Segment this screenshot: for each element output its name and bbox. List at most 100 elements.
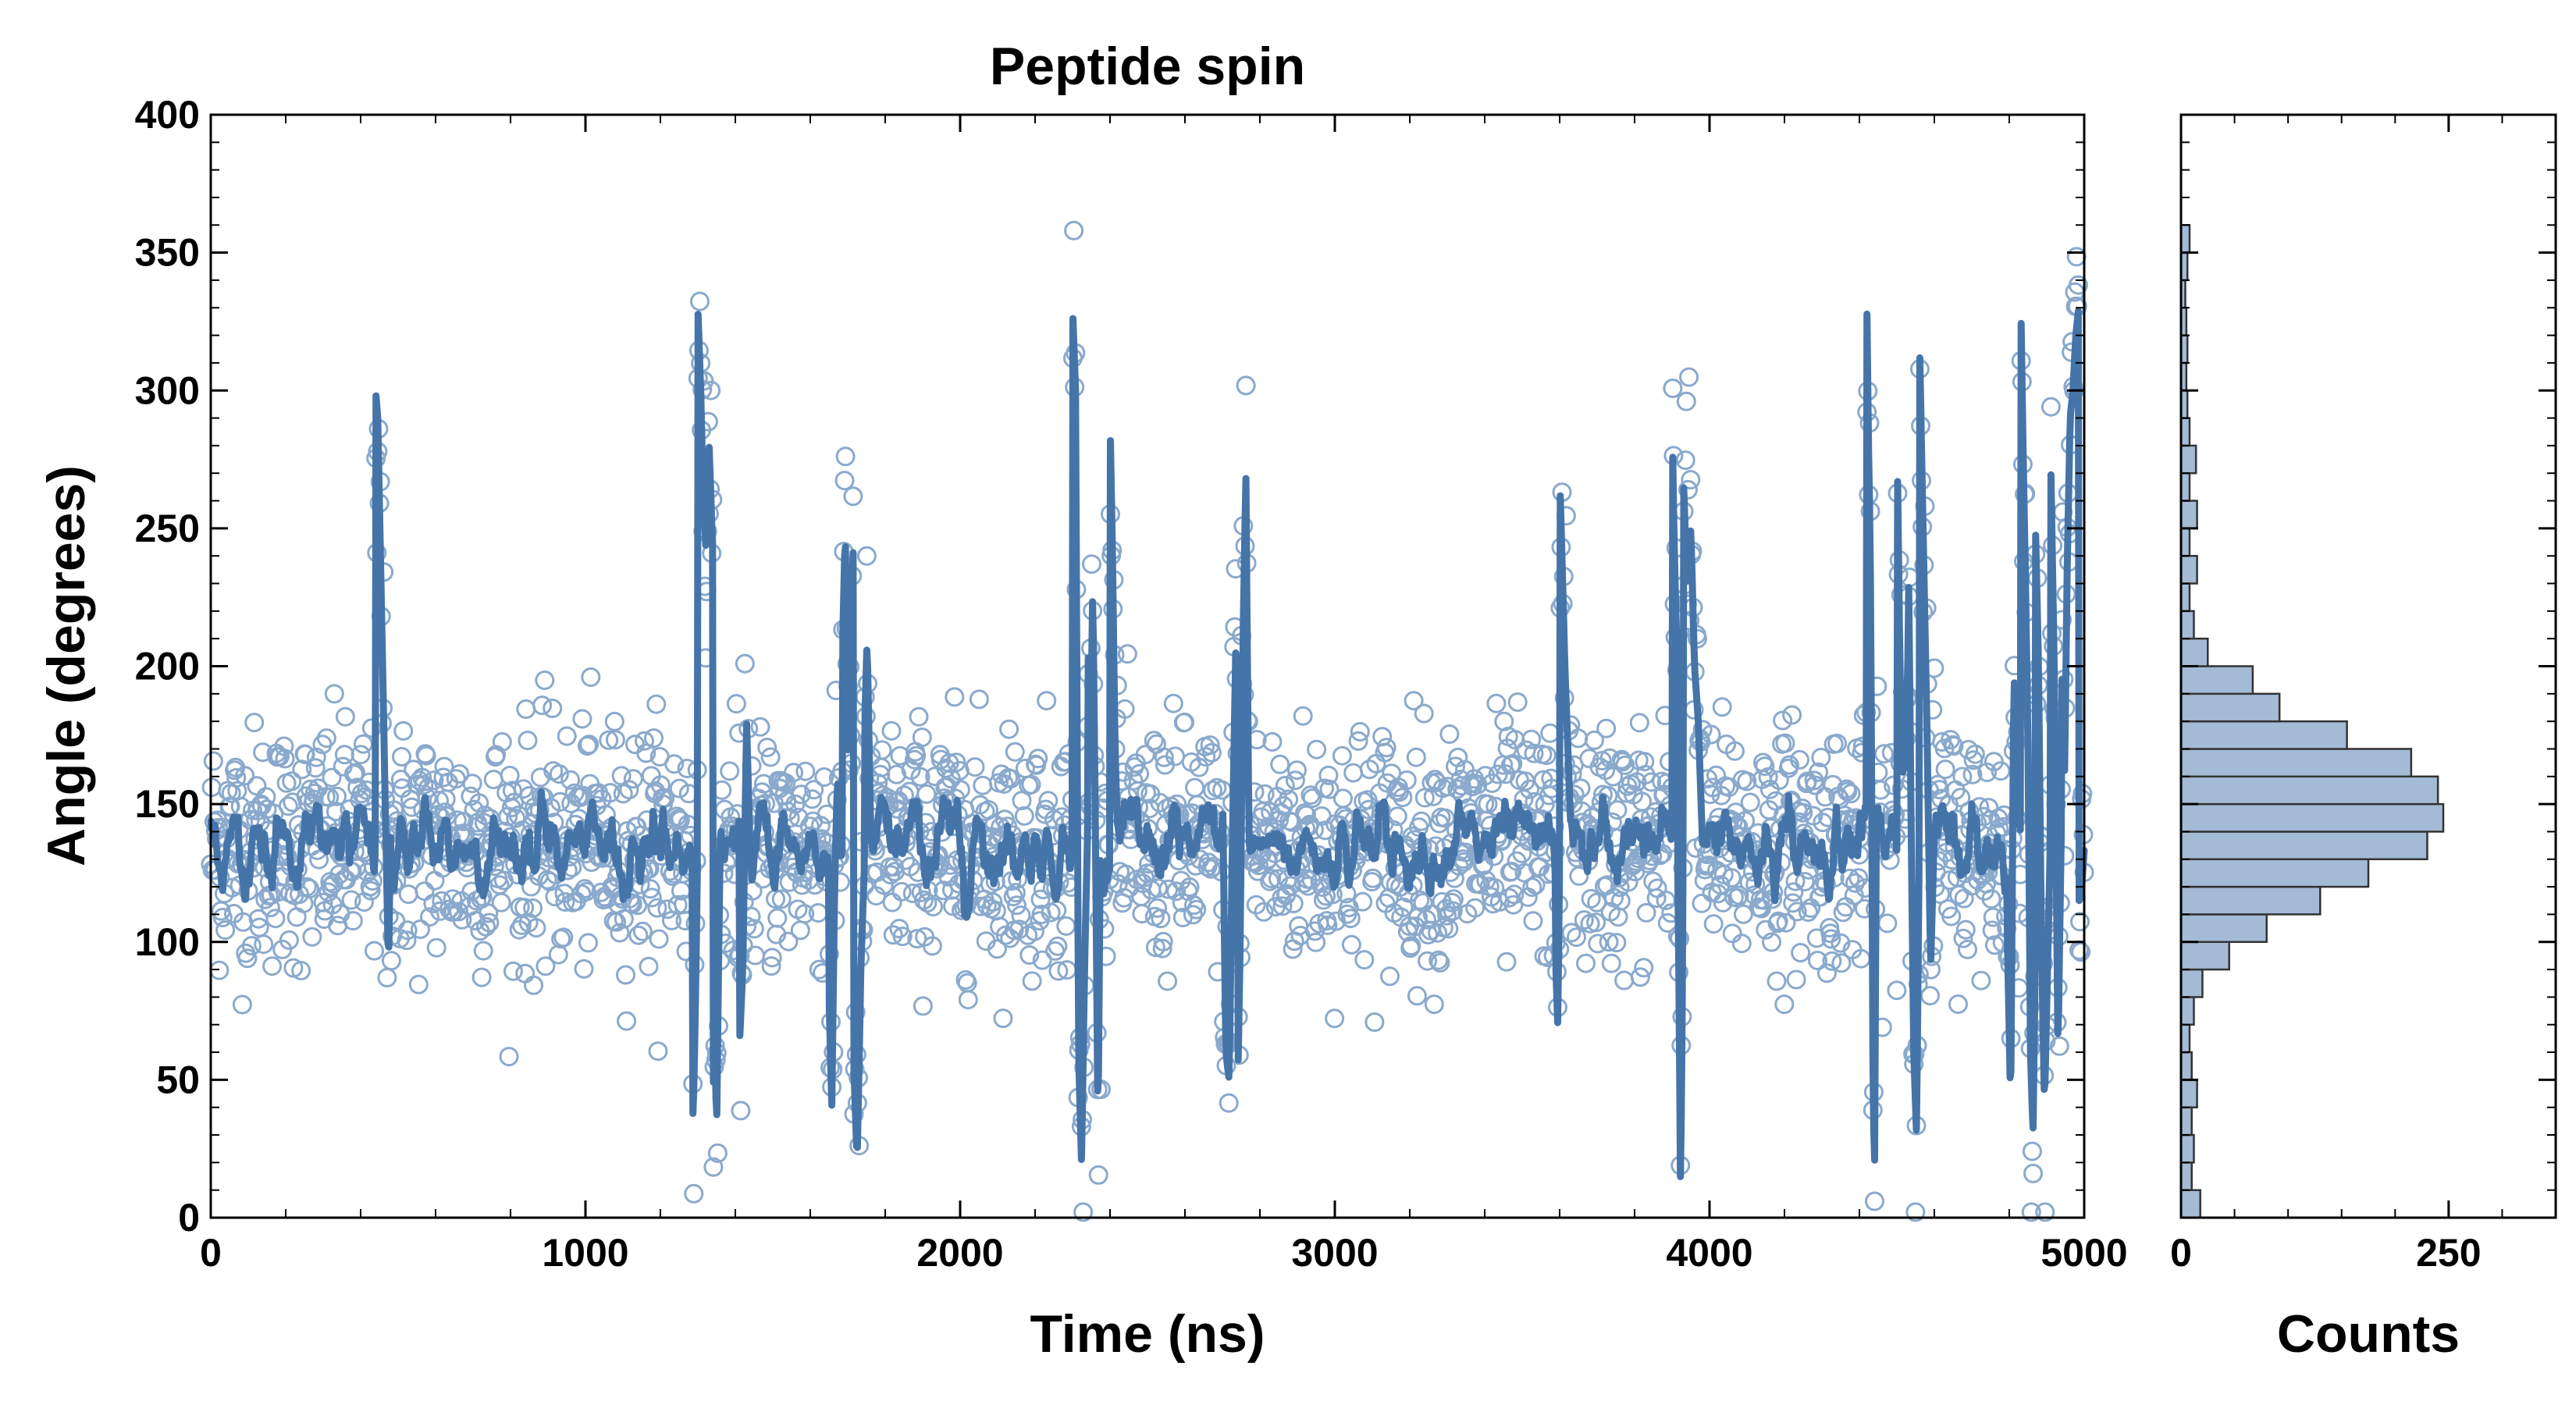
data-point (761, 956, 781, 976)
data-point (757, 738, 777, 758)
data-point (1148, 878, 1169, 898)
data-point (1663, 379, 1683, 398)
data-point (1701, 724, 1721, 745)
x-axis-title: Time (ns) (1030, 1304, 1265, 1364)
data-point (1439, 724, 1460, 744)
data-point (247, 776, 267, 796)
data-point (1478, 794, 1498, 814)
data-point (1262, 732, 1283, 752)
data-point (560, 770, 581, 790)
histogram-bar (2179, 996, 2195, 1026)
data-point (254, 934, 274, 955)
histogram-bar (2179, 1023, 2191, 1054)
histogram-bar (2179, 444, 2197, 475)
data-point (1359, 759, 1379, 780)
data-point (1569, 866, 1589, 886)
data-point (1767, 971, 1787, 991)
data-point (274, 736, 294, 756)
data-point (628, 925, 649, 945)
data-point (795, 761, 816, 781)
data-point (291, 961, 311, 980)
data-point (887, 764, 907, 784)
data-point (1504, 884, 1525, 905)
data-point (1407, 986, 1427, 1006)
data-point (518, 731, 538, 751)
data-point (1521, 729, 1542, 749)
data-point (574, 959, 594, 979)
data-point (500, 766, 520, 785)
data-point (1615, 755, 1635, 775)
data-point (1175, 712, 1194, 732)
data-point (1630, 967, 1650, 987)
data-point (426, 937, 447, 958)
data-point (1488, 764, 1508, 784)
data-point (1189, 757, 1209, 777)
data-point (424, 770, 444, 791)
data-point (1007, 895, 1026, 916)
data-point (1196, 747, 1216, 767)
data-point (1712, 697, 1732, 717)
data-point (1599, 748, 1620, 768)
data-point (1005, 742, 1025, 762)
data-point (623, 769, 643, 789)
data-point (910, 767, 930, 787)
data-point (425, 870, 445, 891)
data-point (408, 974, 429, 994)
data-point (292, 759, 312, 780)
data-point (306, 747, 326, 767)
data-point (535, 670, 555, 690)
data-point (1774, 994, 1795, 1015)
data-point (596, 805, 616, 825)
data-point (1681, 470, 1701, 490)
data-point (1032, 950, 1052, 970)
data-point (1272, 896, 1293, 916)
data-point (1354, 950, 1375, 970)
data-point (1935, 759, 1955, 780)
data-point (1135, 745, 1155, 765)
data-point (1424, 994, 1444, 1015)
data-point (1411, 811, 1432, 831)
histogram-bar (2179, 471, 2191, 502)
data-point (1581, 888, 1601, 909)
data-point (502, 781, 522, 801)
data-point (232, 994, 252, 1015)
data-point (883, 925, 903, 945)
data-point (1307, 739, 1327, 759)
data-point (647, 898, 667, 918)
data-point (1606, 933, 1627, 953)
data-point (892, 927, 913, 947)
data-point (597, 889, 617, 909)
data-point (443, 889, 463, 909)
data-point (415, 881, 435, 902)
data-point (473, 941, 493, 961)
data-point (304, 783, 325, 803)
data-point (599, 730, 619, 750)
data-point (215, 920, 236, 941)
y-axis-title: Angle (degrees) (37, 465, 96, 866)
data-point (1954, 888, 1974, 909)
data-point (1376, 738, 1397, 758)
data-point (209, 960, 229, 980)
data-point (1769, 770, 1789, 790)
data-point (983, 892, 1003, 912)
data-point (579, 735, 600, 755)
data-point (479, 912, 500, 933)
data-point (581, 667, 601, 687)
data-point (1022, 971, 1042, 991)
data-point (1731, 934, 1752, 954)
data-point (1524, 743, 1544, 763)
data-point (1005, 883, 1026, 903)
data-point (499, 1047, 519, 1067)
data-point (1021, 774, 1041, 795)
data-point (644, 728, 664, 749)
data-point (1313, 890, 1333, 910)
data-point (1048, 936, 1068, 956)
histogram-bar (2179, 968, 2204, 998)
data-point (402, 797, 422, 817)
data-point (256, 787, 276, 807)
histogram-bar (2179, 582, 2191, 613)
data-point (265, 909, 286, 929)
data-point (471, 967, 492, 987)
data-point (1219, 1093, 1239, 1113)
data-point (923, 897, 943, 917)
